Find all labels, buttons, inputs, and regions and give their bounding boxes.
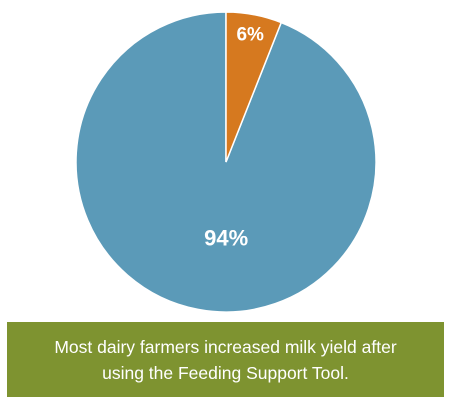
pie-chart: 94% 6% xyxy=(75,11,377,313)
pie-slice-1 xyxy=(225,11,283,163)
pie-label-1: 6% xyxy=(236,24,264,45)
caption-line-2: using the Feeding Support Tool. xyxy=(102,362,349,383)
pie-slices xyxy=(75,11,377,313)
chart-caption: Most dairy farmers increased milk yield … xyxy=(7,322,444,397)
caption-line-1: Most dairy farmers increased milk yield … xyxy=(54,336,397,357)
pie-labels: 94% 6% xyxy=(204,24,264,250)
pie-label-0: 94% xyxy=(204,226,248,251)
